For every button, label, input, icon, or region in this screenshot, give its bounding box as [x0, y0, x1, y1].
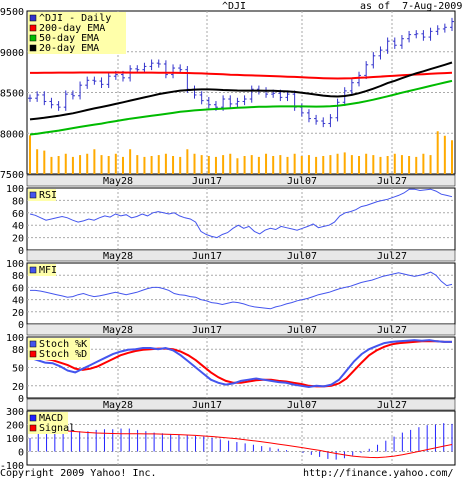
x-tick-label: May28	[103, 325, 133, 336]
legend-label: MACD	[39, 413, 63, 424]
y-tick-label: 8000	[0, 129, 24, 140]
chart-symbol: ^DJI	[222, 1, 247, 12]
date-band	[26, 174, 456, 187]
y-tick-label: 100	[6, 184, 24, 195]
x-tick-label: Jun17	[192, 176, 222, 187]
y-tick-label: 100	[6, 434, 24, 445]
legend-swatch	[29, 34, 37, 42]
legend-box	[28, 338, 90, 360]
legend: MFI	[28, 264, 57, 276]
y-tick-label: 40	[12, 296, 24, 307]
date-band	[26, 323, 456, 336]
ema50-line	[29, 79, 453, 136]
x-tick-label: Jul27	[377, 251, 407, 262]
panel-frame	[26, 262, 456, 325]
legend-box	[28, 412, 68, 434]
x-tick-label: Jul07	[287, 400, 317, 411]
y-tick-label: 300	[6, 407, 24, 418]
y-tick-label: 8500	[0, 89, 24, 100]
y-tick-label: 0	[18, 320, 24, 331]
legend-swatch	[29, 44, 37, 52]
signal-line	[29, 428, 453, 459]
x-tick-label: May28	[103, 176, 133, 187]
legend-label: 50-day EMA	[39, 33, 99, 44]
legend-label: 200-day EMA	[39, 23, 105, 34]
y-tick-label: 50	[12, 364, 24, 375]
legend-label: Stoch %K	[39, 339, 87, 350]
y-tick-label: 9000	[0, 48, 24, 59]
y-tick-label: 60	[12, 283, 24, 294]
x-tick-label: Jun17	[192, 251, 222, 262]
y-tick-label: 200	[6, 421, 24, 432]
rsi-line	[29, 188, 453, 239]
date-band	[26, 398, 456, 411]
mfi-line	[30, 271, 453, 310]
x-tick-label: May28	[103, 251, 133, 262]
y-tick-label: 0	[18, 448, 24, 459]
legend-label: Stoch %D	[39, 349, 87, 360]
x-tick-label: Jul07	[287, 325, 317, 336]
legend: RSI	[28, 189, 57, 201]
date-band	[26, 249, 456, 262]
source-url[interactable]: http://finance.yahoo.com/	[303, 468, 454, 479]
y-tick-label: 20	[12, 234, 24, 245]
legend-label: MFI	[39, 265, 57, 276]
stoch-k-line	[29, 339, 452, 389]
y-tick-label: 100	[6, 333, 24, 344]
y-tick-label: 0	[18, 246, 24, 257]
as-of-date: as of 7-Aug-2009	[360, 1, 463, 12]
legend-label: ^DJI - Daily	[39, 13, 111, 24]
stoch-d-line	[29, 340, 452, 388]
ema20-line	[29, 61, 453, 121]
legend-swatch	[29, 340, 37, 348]
copyright: Copyright 2009 Yahoo! Inc.	[0, 468, 157, 479]
x-tick-label: Jul27	[377, 325, 407, 336]
y-tick-label: 20	[12, 308, 24, 319]
legend-swatch	[29, 414, 37, 422]
y-tick-label: 80	[12, 271, 24, 282]
y-tick-label: -100	[0, 461, 24, 472]
x-tick-label: Jul07	[287, 176, 317, 187]
y-tick-label: 9500	[0, 7, 24, 18]
y-tick-label: 0	[18, 394, 24, 405]
x-tick-label: Jun17	[192, 400, 222, 411]
legend-swatch	[29, 24, 37, 32]
legend-swatch	[29, 191, 37, 199]
legend-label: Signal	[39, 423, 75, 434]
legend-swatch	[29, 266, 37, 274]
ema200-line	[30, 71, 453, 80]
y-tick-label: 20	[12, 382, 24, 393]
y-tick-label: 40	[12, 221, 24, 232]
y-tick-label: 60	[12, 209, 24, 220]
x-tick-label: May28	[103, 400, 133, 411]
x-tick-label: Jul27	[377, 400, 407, 411]
legend-label: 20-day EMA	[39, 43, 99, 54]
x-tick-label: Jun17	[192, 325, 222, 336]
y-tick-label: 7500	[0, 170, 24, 181]
legend-label: RSI	[39, 190, 57, 201]
legend-box	[28, 12, 126, 54]
legend-swatch	[29, 424, 37, 432]
panel-frame	[26, 187, 456, 251]
legend-swatch	[29, 350, 37, 358]
x-tick-label: Jul27	[377, 176, 407, 187]
legend-swatch	[29, 14, 37, 22]
x-tick-label: Jul07	[287, 251, 317, 262]
y-tick-label: 80	[12, 345, 24, 356]
y-tick-label: 100	[6, 259, 24, 270]
y-tick-label: 80	[12, 196, 24, 207]
